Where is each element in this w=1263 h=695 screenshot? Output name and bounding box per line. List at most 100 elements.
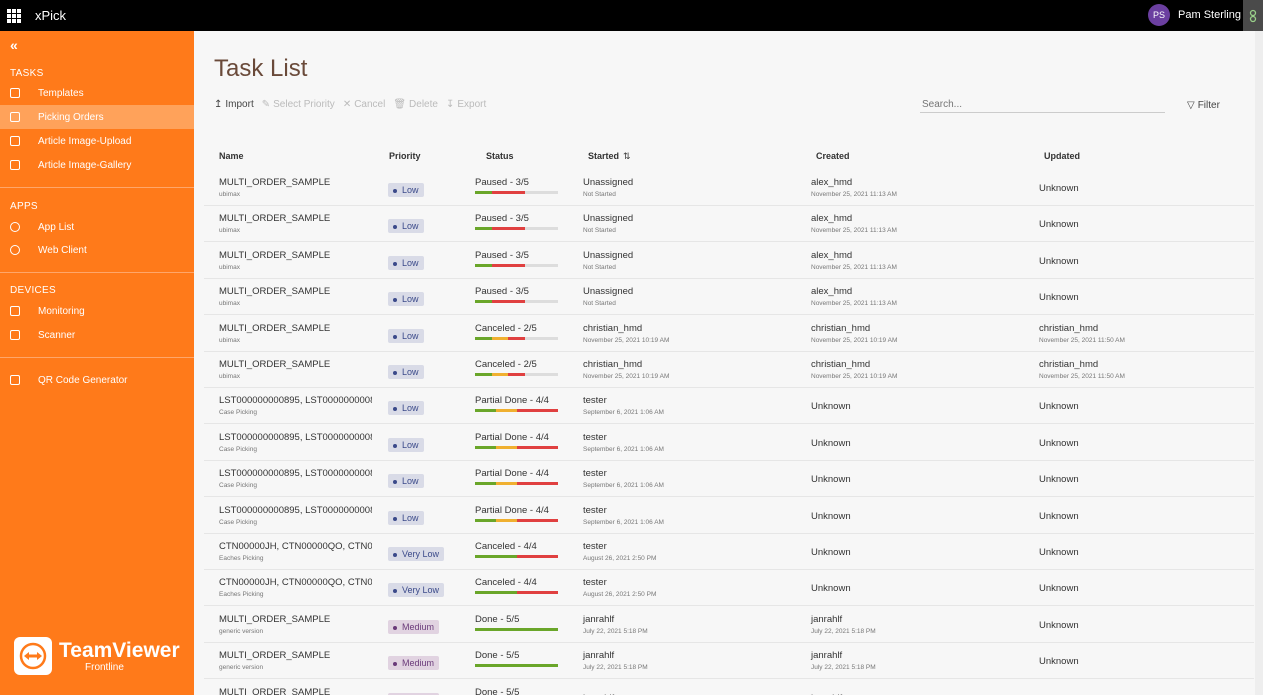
column-header-started[interactable]: Started <box>588 151 620 161</box>
qr-icon <box>10 375 20 385</box>
created-date: November 25, 2021 11:13 AM <box>811 300 897 308</box>
updated-by: Unknown <box>1039 255 1079 267</box>
user-menu[interactable]: PS Pam Sterling <box>1148 4 1241 26</box>
task-name[interactable]: LST000000000895, LST00000000089 <box>219 468 372 480</box>
status-text: Partial Done - 4/4 <box>475 504 549 516</box>
progress-segment <box>475 191 492 194</box>
task-name[interactable]: MULTI_ORDER_SAMPLE <box>219 286 331 298</box>
avatar[interactable]: PS <box>1148 4 1171 26</box>
table-row[interactable]: LST000000000895, LST00000000089 Case Pick… <box>204 425 1254 461</box>
task-subtitle: ubimax <box>219 227 240 235</box>
collapse-sidebar-icon[interactable]: « <box>10 37 18 53</box>
column-header-priority[interactable]: Priority <box>389 151 421 161</box>
sidebar-item-monitoring[interactable]: Monitoring <box>0 299 194 323</box>
started-by: Unassigned <box>583 213 634 225</box>
table-header: Name Priority Status Started ⇅ Created U… <box>219 151 1259 163</box>
table-row[interactable]: CTN00000JH, CTN00000QO, CTN000 Eaches Pic… <box>204 534 1254 570</box>
sidebar-item-templates[interactable]: Templates <box>0 81 194 105</box>
sidebar-divider <box>0 187 194 188</box>
table-row[interactable]: CTN00000JH, CTN00000QO, CTN000 Eaches Pic… <box>204 570 1254 607</box>
export-button[interactable]: ↧ Export <box>446 99 486 110</box>
status-progress-bar <box>475 336 558 340</box>
task-name[interactable]: MULTI_ORDER_SAMPLE <box>219 613 331 625</box>
task-name[interactable]: CTN00000JH, CTN00000QO, CTN000 <box>219 577 372 589</box>
task-name[interactable]: LST000000000895, LST00000000089 <box>219 431 372 443</box>
status-text: Canceled - 4/4 <box>475 541 537 552</box>
progress-segment <box>475 300 492 304</box>
table-row[interactable]: MULTI_ORDER_SAMPLE generic version Medium D… <box>204 607 1254 643</box>
task-name[interactable]: MULTI_ORDER_SAMPLE <box>219 359 331 370</box>
created-by: Unknown <box>811 401 851 413</box>
table-row[interactable]: MULTI_ORDER_SAMPLE ubimax Low Paused - 3/5 U… <box>204 206 1254 243</box>
select-priority-button[interactable]: ✎ Select Priority <box>262 99 335 110</box>
status-progress-bar <box>475 373 558 376</box>
task-name[interactable]: MULTI_ORDER_SAMPLE <box>219 686 331 695</box>
progress-segment <box>508 373 525 376</box>
column-header-name[interactable]: Name <box>219 151 244 161</box>
status-text: Canceled - 2/5 <box>475 359 537 370</box>
task-name[interactable]: CTN00000JH, CTN00000QO, CTN000 <box>219 541 372 552</box>
sidebar-item-qr-code-generator[interactable]: QR Code Generator <box>0 368 194 392</box>
table-row[interactable]: MULTI_ORDER_SAMPLE generic version Medium D… <box>204 643 1254 680</box>
table-row[interactable]: LST000000000895, LST00000000089 Case Pick… <box>204 498 1254 534</box>
sidebar-item-web-client[interactable]: Web Client <box>0 238 194 262</box>
section-label-devices: DEVICES <box>10 285 57 296</box>
updated-by: Unknown <box>1039 474 1079 486</box>
table-row[interactable]: LST000000000895, LST00000000089 Case Pick… <box>204 388 1254 425</box>
table-row[interactable]: MULTI_ORDER_SAMPLE ubimax Low Canceled - 2/… <box>204 352 1254 388</box>
table-row[interactable]: MULTI_ORDER_SAMPLE ubimax Low Paused - 3/5 U… <box>204 170 1254 206</box>
task-name[interactable]: MULTI_ORDER_SAMPLE <box>219 322 331 334</box>
sort-icon[interactable]: ⇅ <box>623 151 631 161</box>
app-grid-icon[interactable] <box>7 8 21 23</box>
column-header-created[interactable]: Created <box>816 151 850 161</box>
scrollbar[interactable] <box>1255 31 1263 695</box>
started-date: September 6, 2021 1:06 AM <box>583 445 664 453</box>
task-name[interactable]: MULTI_ORDER_SAMPLE <box>219 213 331 225</box>
import-button[interactable]: ↥ Import <box>214 99 254 110</box>
task-name[interactable]: MULTI_ORDER_SAMPLE <box>219 249 331 261</box>
column-header-updated[interactable]: Updated <box>1044 151 1080 161</box>
sidebar-item-picking-orders[interactable]: Picking Orders <box>0 105 194 129</box>
started-date: July 22, 2021 5:18 PM <box>583 664 648 672</box>
user-name[interactable]: Pam Sterling <box>1178 9 1241 21</box>
table-row[interactable]: MULTI_ORDER_SAMPLE ubimax Low Paused - 3/5 U… <box>204 243 1254 279</box>
status-text: Paused - 3/5 <box>475 249 529 261</box>
search-input[interactable] <box>920 97 1165 113</box>
status-text: Canceled - 2/5 <box>475 322 537 334</box>
priority-badge: Low <box>388 292 424 307</box>
sidebar-item-app-list[interactable]: App List <box>0 215 194 239</box>
table-row[interactable]: MULTI_ORDER_SAMPLEMediumDone - 5/5janrah… <box>204 680 1254 695</box>
created-by: Unknown <box>811 547 851 558</box>
updated-date: November 25, 2021 11:50 AM <box>1039 336 1125 344</box>
sidebar-item-article-image-upload[interactable]: Article Image-Upload <box>0 129 194 153</box>
task-name[interactable]: LST000000000895, LST00000000089 <box>219 504 372 516</box>
cancel-button[interactable]: ✕ Cancel <box>343 99 386 110</box>
column-header-status[interactable]: Status <box>486 151 514 161</box>
table-row[interactable]: LST000000000895, LST00000000089 Case Pick… <box>204 461 1254 498</box>
started-by: janrahlf <box>583 650 615 662</box>
sidebar-item-article-image-gallery[interactable]: Article Image-Gallery <box>0 153 194 177</box>
task-name[interactable]: MULTI_ORDER_SAMPLE <box>219 650 331 662</box>
delete-button[interactable]: 🗑 Delete <box>393 99 438 110</box>
priority-badge: Low <box>388 401 424 416</box>
table-row[interactable]: MULTI_ORDER_SAMPLE ubimax Low Paused - 3/5 U… <box>204 279 1254 316</box>
sidebar-item-label: Scanner <box>38 329 76 341</box>
updated-by: Unknown <box>1039 656 1079 668</box>
sidebar: « TASKS Templates Picking Orders Article… <box>0 31 194 695</box>
status-progress-bar <box>475 227 558 231</box>
status-text: Canceled - 4/4 <box>475 577 537 589</box>
task-name[interactable]: LST000000000895, LST00000000089 <box>219 395 372 407</box>
created-by: Unknown <box>811 437 851 449</box>
task-subtitle: Eaches Picking <box>219 555 264 562</box>
sidebar-item-scanner[interactable]: Scanner <box>0 323 194 347</box>
connection-status-icon[interactable] <box>1243 0 1263 31</box>
progress-segment <box>475 445 496 449</box>
sidebar-divider <box>0 272 194 273</box>
toolbar: ↥ Import ✎ Select Priority ✕ Cancel 🗑 De… <box>214 99 494 110</box>
updated-by: Unknown <box>1039 401 1079 413</box>
task-name[interactable]: MULTI_ORDER_SAMPLE <box>219 177 331 188</box>
table-row[interactable]: MULTI_ORDER_SAMPLE ubimax Low Canceled - 2/… <box>204 316 1254 352</box>
filter-button[interactable]: ▽ Filter <box>1187 100 1220 111</box>
status-progress-bar <box>475 445 558 449</box>
edit-icon: ✎ <box>261 99 271 110</box>
